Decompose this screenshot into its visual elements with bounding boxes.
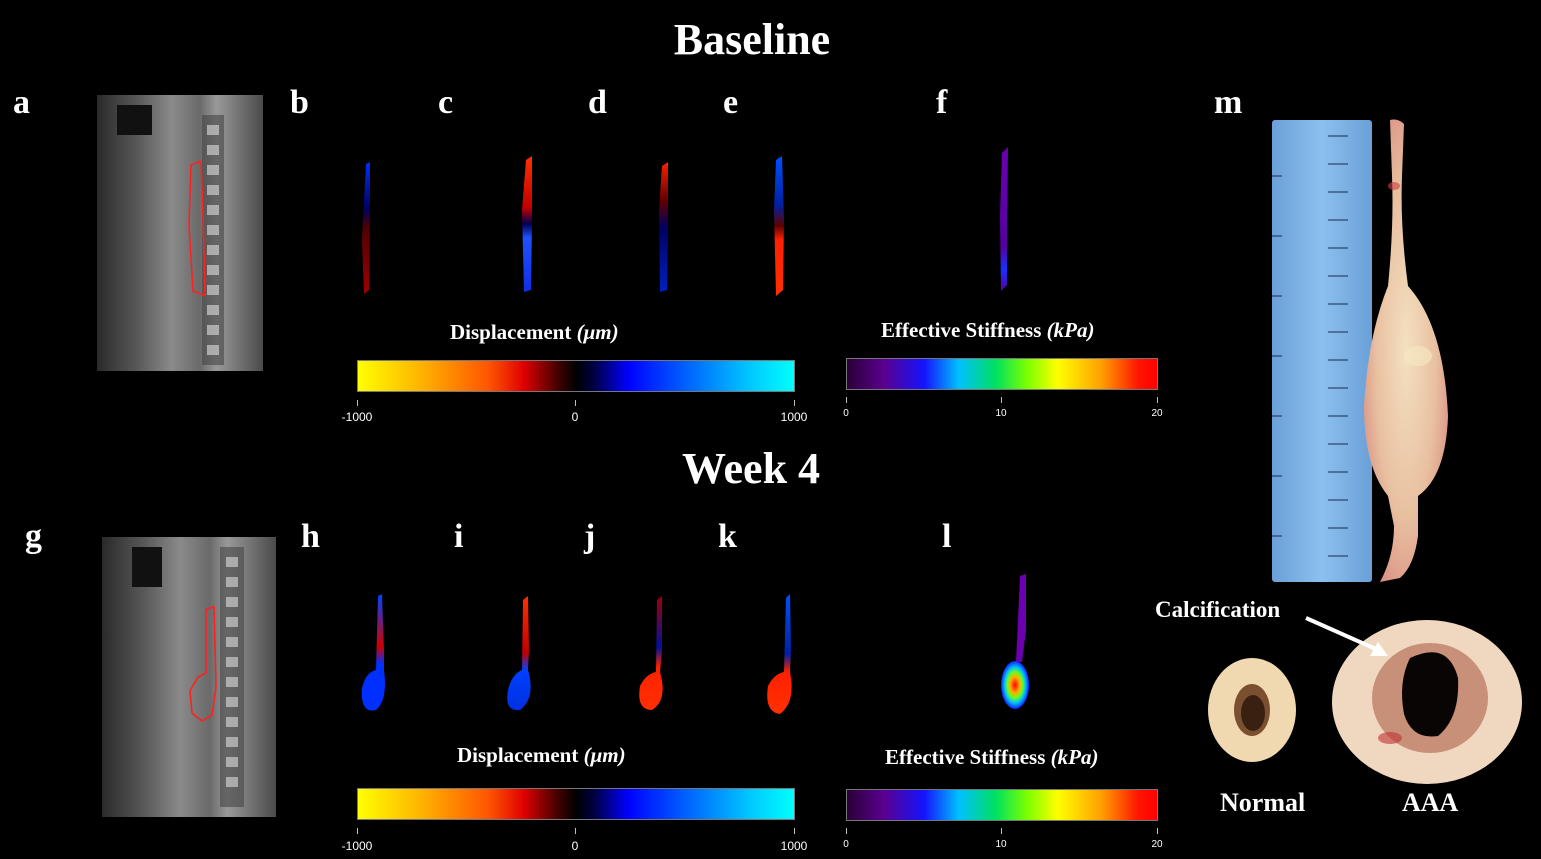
stiffness-map-baseline: [1000, 147, 1008, 291]
displacement-label-baseline: Displacement (μm): [450, 320, 619, 344]
mri-image-week4: [102, 537, 276, 817]
aorta-specimen: [1364, 119, 1448, 582]
aaa-cross-section: [1332, 620, 1522, 784]
calcification-label: Calcification: [1155, 597, 1281, 622]
ruler: [1272, 120, 1372, 582]
map-i: [507, 596, 531, 711]
aorta-outline-week4: [189, 605, 217, 722]
disp-tick-zero-baseline: 0: [571, 410, 579, 424]
stiffness-label-week4: Effective Stiffness (kPa): [885, 745, 1099, 769]
aorta-outline-baseline: [188, 159, 206, 296]
mri-image-baseline: [97, 95, 263, 371]
panel-label-h: h: [301, 518, 320, 555]
panel-label-i: i: [454, 518, 464, 555]
panel-label-e: e: [723, 84, 739, 121]
disp-tick-max-baseline: 1000: [780, 410, 808, 424]
stiffness-label-baseline: Effective Stiffness (kPa): [881, 318, 1095, 342]
map-f: [1000, 147, 1008, 291]
map-h: [361, 594, 385, 711]
panel-label-f: f: [936, 84, 948, 121]
stiff-tick-max-week4: 20: [1151, 839, 1163, 850]
map-c: [522, 156, 532, 292]
disp-tick-min-week4: -1000: [341, 839, 373, 853]
displacement-maps-baseline: [362, 156, 784, 296]
aneurysm-specimen-photo: [1272, 119, 1448, 582]
panel-label-a: a: [13, 84, 30, 121]
map-e: [774, 156, 784, 296]
disp-tick-min-baseline: -1000: [341, 410, 373, 424]
map-j: [639, 596, 663, 710]
displacement-maps-week4: [361, 594, 792, 714]
displacement-colorbar-baseline: [357, 360, 795, 392]
panel-label-d: d: [588, 84, 607, 121]
displacement-label-week4: Displacement (μm): [457, 743, 626, 767]
displacement-colorbar-week4: [357, 788, 795, 820]
aaa-label: AAA: [1402, 788, 1459, 817]
stiff-tick-mid-week4: 10: [995, 839, 1007, 850]
panel-label-m: m: [1214, 84, 1243, 121]
stiff-tick-min-baseline: 0: [843, 408, 849, 419]
stiffness-map-week4: [1001, 574, 1029, 709]
panel-label-k: k: [718, 518, 737, 555]
panel-label-b: b: [290, 84, 309, 121]
disp-tick-zero-week4: 0: [571, 839, 579, 853]
disp-tick-max-week4: 1000: [780, 839, 808, 853]
stiffness-colorbar-baseline: [846, 358, 1158, 390]
map-d: [659, 162, 668, 292]
normal-cross-section: [1208, 658, 1296, 762]
normal-label: Normal: [1220, 788, 1306, 817]
baseline-title: Baseline: [673, 15, 831, 64]
map-l-neck: [1016, 574, 1026, 662]
map-b: [362, 162, 370, 294]
panel-label-l: l: [942, 518, 952, 555]
stiff-tick-mid-baseline: 10: [995, 408, 1007, 419]
stiff-tick-min-week4: 0: [843, 839, 849, 850]
panel-label-g: g: [25, 518, 42, 555]
panel-label-j: j: [584, 518, 596, 555]
stiffness-colorbar-week4: [846, 789, 1158, 821]
stiff-tick-max-baseline: 20: [1151, 408, 1163, 419]
panel-label-c: c: [438, 84, 454, 121]
map-k: [767, 594, 792, 714]
map-l-sac: [1001, 661, 1029, 709]
week4-title: Week 4: [681, 444, 821, 493]
calcification-arrow: [1305, 616, 1388, 656]
